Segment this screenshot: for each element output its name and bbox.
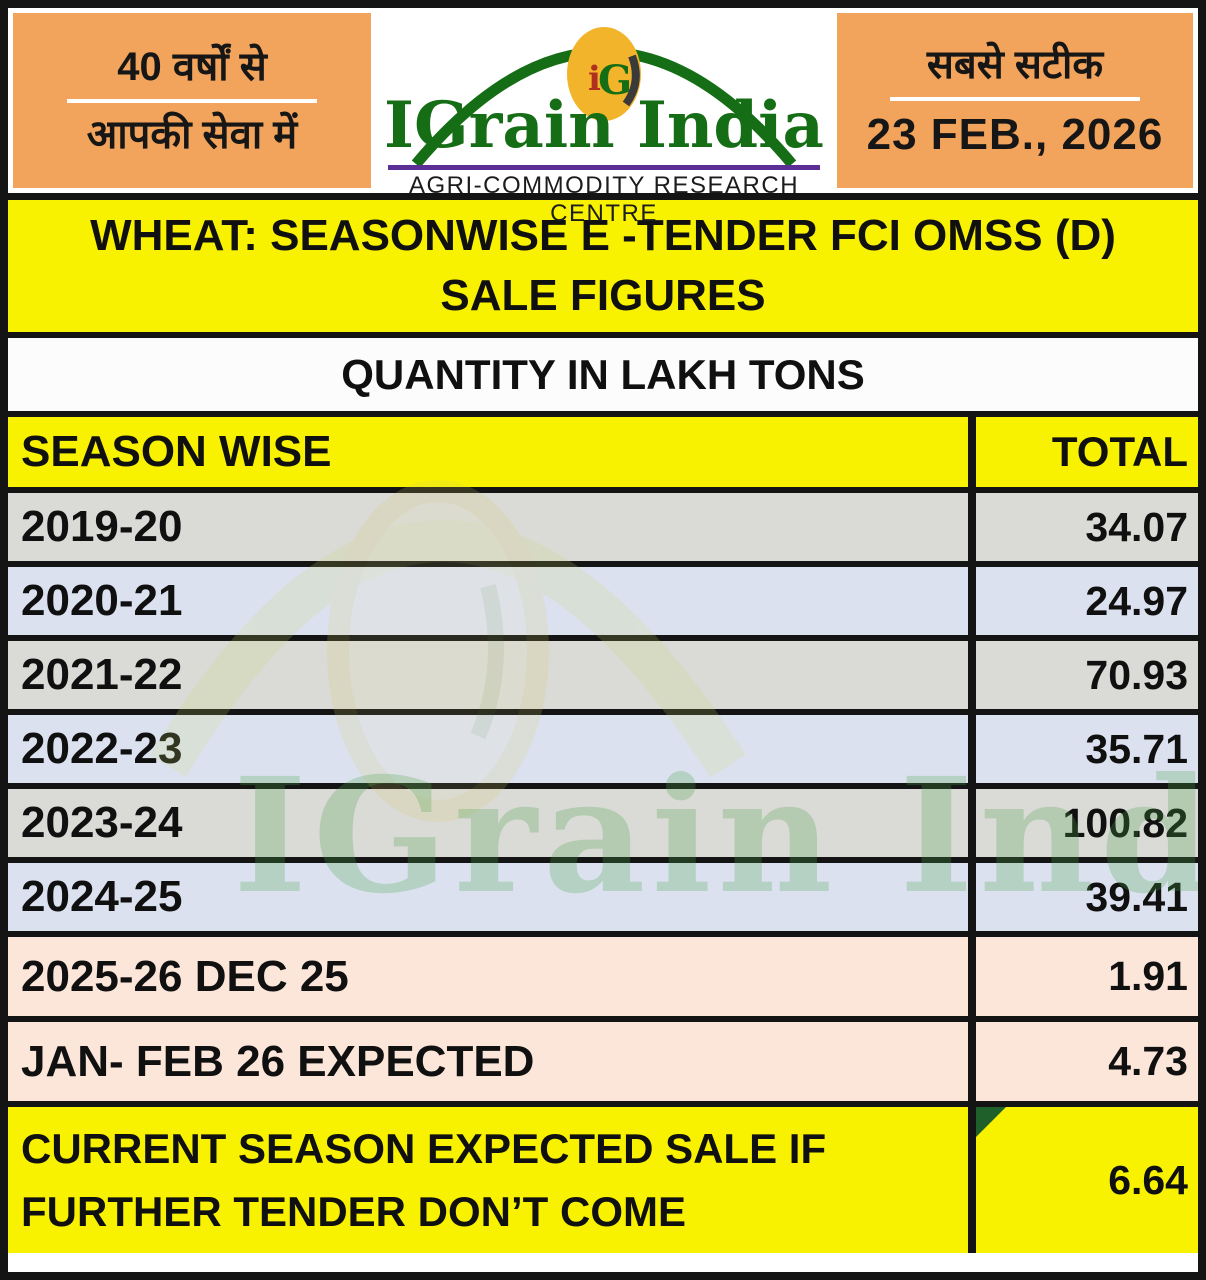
total-value: 39.41 <box>968 863 1198 931</box>
report-title: WHEAT: SEASONWISE E -TENDER FCI OMSS (D)… <box>8 200 1198 338</box>
date-badge-line1: सबसे सटीक <box>926 42 1104 87</box>
service-badge-line2: आपकी सेवा में <box>86 112 298 157</box>
table-row: 2019-20 34.07 <box>8 493 1198 567</box>
footer-value-cell: 6.64 <box>968 1107 1198 1253</box>
season-label: 2020-21 <box>8 567 968 635</box>
badge-divider <box>890 96 1140 101</box>
table-row: 2022-23 35.71 <box>8 715 1198 789</box>
season-label: JAN- FEB 26 EXPECTED <box>8 1022 968 1101</box>
total-value: 100.82 <box>968 789 1198 857</box>
season-label: 2021-22 <box>8 641 968 709</box>
season-label: 2023-24 <box>8 789 968 857</box>
table-header-row: SEASON WISE TOTAL <box>8 417 1198 493</box>
table-row: 2025-26 DEC 25 1.91 <box>8 937 1198 1022</box>
masthead: 40 वर्षों से आपकी सेवा में i G IGrain In… <box>8 8 1198 227</box>
column-header-season: SEASON WISE <box>8 417 968 487</box>
table-row: 2023-24 100.82 <box>8 789 1198 863</box>
season-label: 2024-25 <box>8 863 968 931</box>
date-badge: सबसे सटीक 23 FEB., 2026 <box>837 13 1193 188</box>
logo-tagline: AGRI-COMMODITY RESEARCH CENTRE <box>408 172 800 227</box>
table-footer-row: CURRENT SEASON EXPECTED SALE IF FURTHER … <box>8 1107 1198 1253</box>
cell-flag-triangle-icon <box>976 1107 1006 1137</box>
season-label: 2019-20 <box>8 493 968 561</box>
season-label: 2022-23 <box>8 715 968 783</box>
logo-wordmark: IGrain India <box>384 88 824 163</box>
units-subtitle: QUANTITY IN LAKH TONS <box>8 338 1198 417</box>
report-title-line2: SALE FIGURES <box>440 271 766 321</box>
logo-underline <box>388 165 820 170</box>
footer-value: 6.64 <box>1108 1156 1188 1203</box>
report-date: 23 FEB., 2026 <box>866 109 1164 159</box>
table-row: JAN- FEB 26 EXPECTED 4.73 <box>8 1022 1198 1107</box>
igrain-logo: i G IGrain India AGRI-COMMODITY RESEARCH… <box>374 8 834 227</box>
table-body: 2019-20 34.07 2020-21 24.97 2021-22 70.9… <box>8 493 1198 1107</box>
total-value: 24.97 <box>968 567 1198 635</box>
service-badge: 40 वर्षों से आपकी सेवा में <box>13 13 371 188</box>
total-value: 4.73 <box>968 1022 1198 1101</box>
total-value: 1.91 <box>968 937 1198 1016</box>
total-value: 70.93 <box>968 641 1198 709</box>
total-value: 34.07 <box>968 493 1198 561</box>
total-value: 35.71 <box>968 715 1198 783</box>
svg-text:G: G <box>598 57 632 104</box>
svg-text:i: i <box>588 59 601 99</box>
table-row: 2021-22 70.93 <box>8 641 1198 715</box>
table-row: 2024-25 39.41 <box>8 863 1198 937</box>
service-badge-line1: 40 वर्षों से <box>117 44 267 89</box>
footer-label: CURRENT SEASON EXPECTED SALE IF FURTHER … <box>8 1107 968 1253</box>
badge-divider <box>66 98 318 103</box>
column-header-total: TOTAL <box>968 417 1198 487</box>
report-title-line1: WHEAT: SEASONWISE E -TENDER FCI OMSS (D) <box>90 210 1116 260</box>
season-label: 2025-26 DEC 25 <box>8 937 968 1016</box>
sales-table: SEASON WISE TOTAL 2019-20 34.07 2020-21 … <box>8 417 1198 1253</box>
table-row: 2020-21 24.97 <box>8 567 1198 641</box>
logo-arc-icon: i G <box>411 27 797 168</box>
